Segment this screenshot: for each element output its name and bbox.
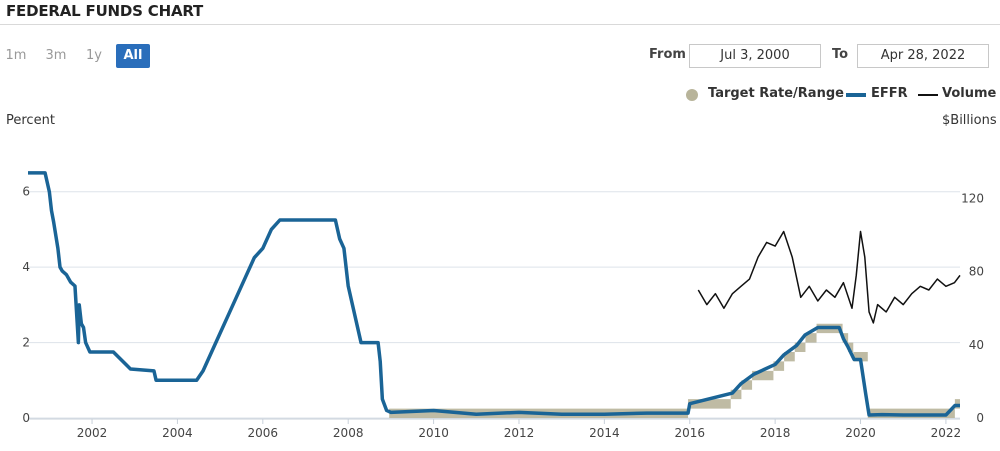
range-button-1m[interactable]: 1m [5,48,27,63]
legend-label-target: Target Rate/Range [708,86,844,101]
range-button-all[interactable]: All [116,44,150,68]
legend-item-target[interactable]: Target Rate/Range [684,86,844,104]
target-rate-band [389,323,960,418]
y-left-tick-label: 0 [22,411,30,425]
x-tick-label: 2018 [760,426,791,440]
y-right-tick-label: 0 [976,411,984,425]
chart-title: FEDERAL FUNDS CHART [6,2,204,20]
x-tick-label: 2020 [845,426,876,440]
legend-item-effr[interactable]: EFFR [846,86,908,104]
y-right-tick-label: 80 [969,265,984,279]
to-label: To [832,47,849,62]
y-left-tick-label: 4 [22,260,30,274]
effr-line [28,171,960,417]
y-left-tick-label: 6 [22,185,30,199]
from-label: From [649,47,686,62]
legend-label-effr: EFFR [871,86,908,101]
effr-legend-swatch-icon [846,93,866,97]
to-date-input[interactable]: Apr 28, 2022 [857,44,989,68]
x-tick-label: 2012 [504,426,535,440]
x-tick-label: 2004 [162,426,193,440]
legend-item-volume[interactable]: Volume [918,86,998,104]
x-tick-label: 2002 [77,426,108,440]
x-tick-label: 2014 [589,426,620,440]
volume-line [697,230,961,324]
range-button-3m[interactable]: 3m [45,48,67,63]
range-button-1y[interactable]: 1y [86,48,102,63]
legend-label-volume: Volume [942,86,997,101]
chart-header: FEDERAL FUNDS CHART [0,0,1000,25]
x-tick-label: 2022 [931,426,962,440]
x-tick-label: 2008 [333,426,364,440]
y-left-tick-label: 2 [22,336,30,350]
right-axis-title: $Billions [942,113,997,128]
from-date-input[interactable]: Jul 3, 2000 [689,44,821,68]
x-tick-label: 2006 [248,426,279,440]
x-tick-label: 2016 [674,426,705,440]
left-axis-title: Percent [6,113,55,128]
y-right-tick-label: 120 [961,192,984,206]
target-legend-swatch-icon [686,89,698,101]
y-right-tick-label: 40 [969,338,984,352]
volume-legend-swatch-icon [918,94,938,96]
x-tick-label: 2010 [418,426,449,440]
